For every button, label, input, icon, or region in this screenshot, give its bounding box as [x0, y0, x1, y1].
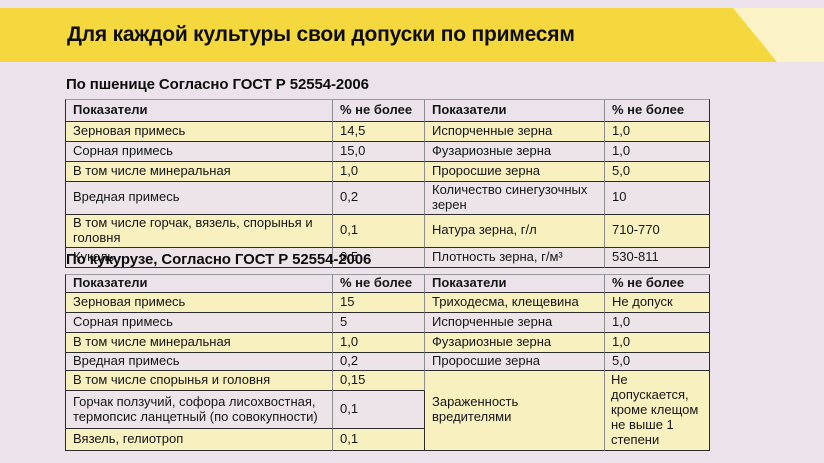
banner-accent-shape: [0, 8, 778, 62]
column-header: Показатели: [425, 99, 605, 122]
indicator-name-cell: Куколь: [65, 247, 333, 268]
indicator-value-cell: 15: [333, 292, 425, 313]
indicator-value-cell: 10: [605, 182, 710, 215]
table-row: Горчак ползучий, софора лисохвостная, те…: [65, 391, 710, 429]
indicator-value-cell: 1,0: [605, 142, 710, 162]
indicator-name-cell: Проросшие зерна: [425, 162, 605, 182]
indicator-name-cell: Фузариозные зерна: [425, 142, 605, 162]
indicator-value-cell: 15,0: [333, 142, 425, 162]
merged-indicator-value-cell: Не допускается, кроме клещом не выше 1 с…: [605, 370, 710, 451]
indicator-value-cell: 0,5: [333, 247, 425, 268]
column-header: % не более: [605, 274, 710, 293]
indicator-value-cell: 0,1: [333, 391, 425, 429]
table-row: Сорная примесь 15,0 Фузариозные зерна 1,…: [65, 142, 710, 162]
indicator-name-cell: Сорная примесь: [65, 142, 333, 162]
indicator-name-cell: Горчак ползучий, софора лисохвостная, те…: [65, 391, 333, 429]
corn-header-row: Показатели % не более Показатели % не бо…: [65, 274, 710, 293]
indicator-value-cell: 1,0: [605, 332, 710, 353]
merged-indicator-name-cell: Зараженность вредителями: [425, 370, 605, 451]
indicator-name-cell: Вредная примесь: [65, 352, 333, 371]
table-row: Сорная примесь 5 Испорченные зерна 1,0: [65, 312, 710, 333]
indicator-name-cell: Количество синегузочных зерен: [425, 182, 605, 215]
corn-section-title: По кукурузе, Согласно ГОСТ Р 52554-2006: [66, 251, 372, 268]
indicator-value-cell: 1,0: [333, 162, 425, 182]
indicator-name-cell: Испорченные зерна: [425, 122, 605, 142]
indicator-value-cell: 710-770: [605, 214, 710, 248]
table-row: Вредная примесь 0,2 Количество синегузоч…: [65, 182, 710, 215]
slide-title: Для каждой культуры свои допуски по прим…: [67, 23, 575, 46]
table-row: Вязель, гелиотроп 0,1: [65, 428, 710, 451]
column-header: Показатели: [425, 274, 605, 293]
column-header: % не более: [333, 274, 425, 293]
indicator-value-cell: 530-811: [605, 247, 710, 268]
table-row: В том числе горчак, вязель, спорынья и г…: [65, 214, 710, 248]
indicator-name-cell: Сорная примесь: [65, 312, 333, 333]
wheat-section-title: По пшенице Согласно ГОСТ Р 52554-2006: [66, 76, 369, 93]
column-header: % не более: [333, 99, 425, 122]
indicator-name-cell: Проросшие зерна: [425, 352, 605, 371]
column-header: % не более: [605, 99, 710, 122]
wheat-header-row: Показатели % не более Показатели % не бо…: [65, 99, 710, 122]
indicator-value-cell: 5,0: [605, 162, 710, 182]
column-header: Показатели: [65, 99, 333, 122]
indicator-name-cell: Триходесма, клещевина: [425, 292, 605, 313]
table-row: Вредная примесь 0,2 Проросшие зерна 5,0: [65, 352, 710, 371]
indicator-value-cell: 1,0: [333, 332, 425, 353]
indicator-value-cell: 0,1: [333, 214, 425, 248]
indicator-name-cell: В том числе минеральная: [65, 332, 333, 353]
indicator-name-cell: Вязель, гелиотроп: [65, 428, 333, 451]
title-banner: Для каждой культуры свои допуски по прим…: [0, 8, 824, 62]
indicator-value-cell: 14,5: [333, 122, 425, 142]
table-row: В том числе минеральная 1,0 Фузариозные …: [65, 332, 710, 353]
table-row: В том числе минеральная 1,0 Проросшие зе…: [65, 162, 710, 182]
column-header: Показатели: [65, 274, 333, 293]
indicator-value-cell: Не допуск: [605, 292, 710, 313]
indicator-name-cell: В том числе спорынья и головня: [65, 370, 333, 392]
indicator-name-cell: Фузариозные зерна: [425, 332, 605, 353]
indicator-value-cell: 5,0: [605, 352, 710, 371]
wheat-table: Показатели % не более Показатели % не бо…: [65, 99, 710, 268]
indicator-value-cell: 1,0: [605, 312, 710, 333]
indicator-name-cell: Испорченные зерна: [425, 312, 605, 333]
indicator-value-cell: 5: [333, 312, 425, 333]
indicator-value-cell: 0,15: [333, 370, 425, 392]
indicator-value-cell: 0,2: [333, 182, 425, 215]
table-row: Куколь 0,5 Плотность зерна, г/м³ 530-811: [65, 247, 710, 268]
table-row: Зерновая примесь 15 Триходесма, клещевин…: [65, 292, 710, 313]
indicator-name-cell: В том числе горчак, вязель, спорынья и г…: [65, 214, 333, 248]
corn-table: Показатели % не более Показатели % не бо…: [65, 274, 710, 451]
indicator-name-cell: Зерновая примесь: [65, 292, 333, 313]
indicator-value-cell: 0,1: [333, 428, 425, 451]
indicator-name-cell: В том числе минеральная: [65, 162, 333, 182]
indicator-value-cell: 0,2: [333, 352, 425, 371]
indicator-name-cell: Зерновая примесь: [65, 122, 333, 142]
indicator-name-cell: Натура зерна, г/л: [425, 214, 605, 248]
indicator-name-cell: Плотность зерна, г/м³: [425, 247, 605, 268]
indicator-value-cell: 1,0: [605, 122, 710, 142]
table-row: В том числе спорынья и головня 0,15 Зара…: [65, 370, 710, 451]
table-row: Зерновая примесь 14,5 Испорченные зерна …: [65, 122, 710, 142]
indicator-name-cell: Вредная примесь: [65, 182, 333, 215]
